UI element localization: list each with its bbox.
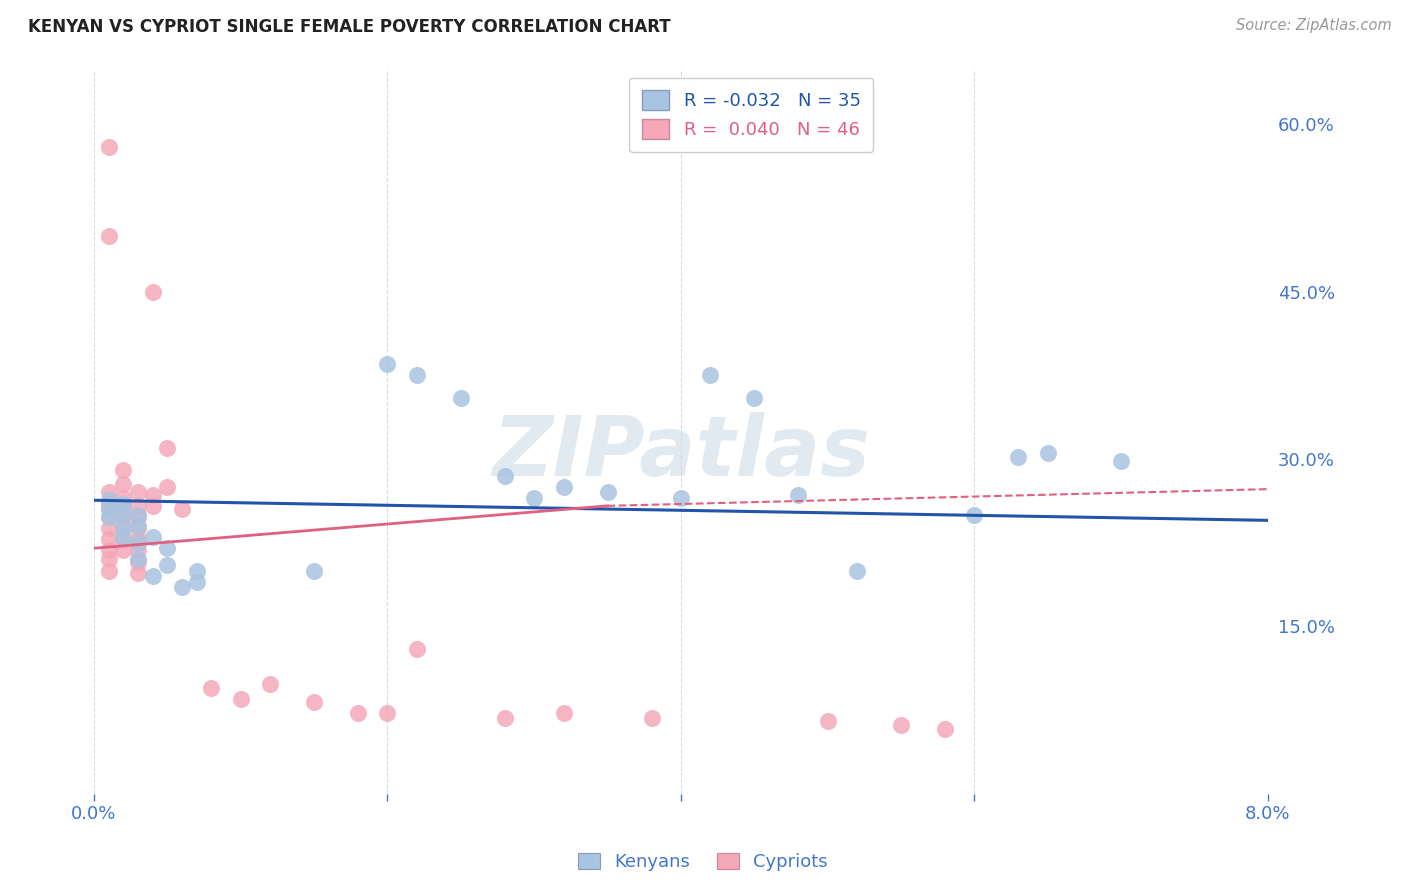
- Point: [97, 502, 120, 516]
- Point: [127, 499, 149, 513]
- Point: [156, 558, 179, 572]
- Point: [596, 485, 619, 500]
- Point: [97, 533, 120, 547]
- Point: [1007, 450, 1029, 464]
- Point: [127, 543, 149, 558]
- Point: [127, 552, 149, 566]
- Point: [112, 533, 135, 547]
- Point: [127, 510, 149, 524]
- Point: [377, 357, 399, 371]
- Point: [553, 480, 575, 494]
- Point: [523, 491, 546, 505]
- Point: [112, 491, 135, 505]
- Text: ZIPatlas: ZIPatlas: [492, 412, 870, 493]
- Text: Source: ZipAtlas.com: Source: ZipAtlas.com: [1236, 18, 1392, 33]
- Point: [112, 519, 135, 533]
- Point: [347, 706, 370, 721]
- Legend: R = -0.032   N = 35, R =  0.040   N = 46: R = -0.032 N = 35, R = 0.040 N = 46: [630, 78, 873, 152]
- Point: [302, 695, 325, 709]
- Point: [127, 521, 149, 535]
- Point: [127, 508, 149, 522]
- Point: [127, 485, 149, 500]
- Point: [170, 580, 193, 594]
- Point: [405, 641, 427, 656]
- Point: [97, 564, 120, 578]
- Point: [127, 535, 149, 549]
- Point: [112, 521, 135, 535]
- Text: KENYAN VS CYPRIOT SINGLE FEMALE POVERTY CORRELATION CHART: KENYAN VS CYPRIOT SINGLE FEMALE POVERTY …: [28, 18, 671, 36]
- Point: [186, 574, 208, 589]
- Point: [127, 555, 149, 569]
- Point: [787, 488, 810, 502]
- Legend: Kenyans, Cypriots: Kenyans, Cypriots: [571, 846, 835, 879]
- Point: [817, 714, 839, 728]
- Point: [742, 391, 765, 405]
- Point: [200, 681, 222, 695]
- Point: [963, 508, 986, 522]
- Point: [170, 502, 193, 516]
- Point: [112, 476, 135, 491]
- Point: [97, 139, 120, 153]
- Point: [494, 711, 516, 725]
- Point: [142, 499, 165, 513]
- Point: [1109, 454, 1132, 468]
- Point: [97, 510, 120, 524]
- Point: [97, 543, 120, 558]
- Point: [127, 519, 149, 533]
- Point: [127, 566, 149, 580]
- Point: [97, 521, 120, 535]
- Point: [112, 506, 135, 520]
- Point: [142, 488, 165, 502]
- Point: [156, 441, 179, 455]
- Point: [846, 564, 869, 578]
- Point: [142, 530, 165, 544]
- Point: [112, 543, 135, 558]
- Point: [186, 564, 208, 578]
- Point: [156, 480, 179, 494]
- Point: [97, 552, 120, 566]
- Point: [127, 533, 149, 547]
- Point: [97, 502, 120, 516]
- Point: [699, 368, 721, 383]
- Point: [934, 722, 956, 736]
- Point: [302, 564, 325, 578]
- Point: [229, 691, 252, 706]
- Point: [669, 491, 692, 505]
- Point: [553, 706, 575, 721]
- Point: [97, 485, 120, 500]
- Point: [494, 468, 516, 483]
- Point: [97, 510, 120, 524]
- Point: [112, 510, 135, 524]
- Point: [97, 497, 120, 511]
- Point: [890, 717, 912, 731]
- Point: [97, 493, 120, 508]
- Point: [142, 285, 165, 299]
- Point: [112, 499, 135, 513]
- Point: [450, 391, 472, 405]
- Point: [112, 530, 135, 544]
- Point: [112, 463, 135, 477]
- Point: [142, 569, 165, 583]
- Point: [405, 368, 427, 383]
- Point: [259, 677, 281, 691]
- Point: [97, 228, 120, 243]
- Point: [156, 541, 179, 556]
- Point: [640, 711, 662, 725]
- Point: [112, 497, 135, 511]
- Point: [377, 706, 399, 721]
- Point: [1036, 446, 1059, 460]
